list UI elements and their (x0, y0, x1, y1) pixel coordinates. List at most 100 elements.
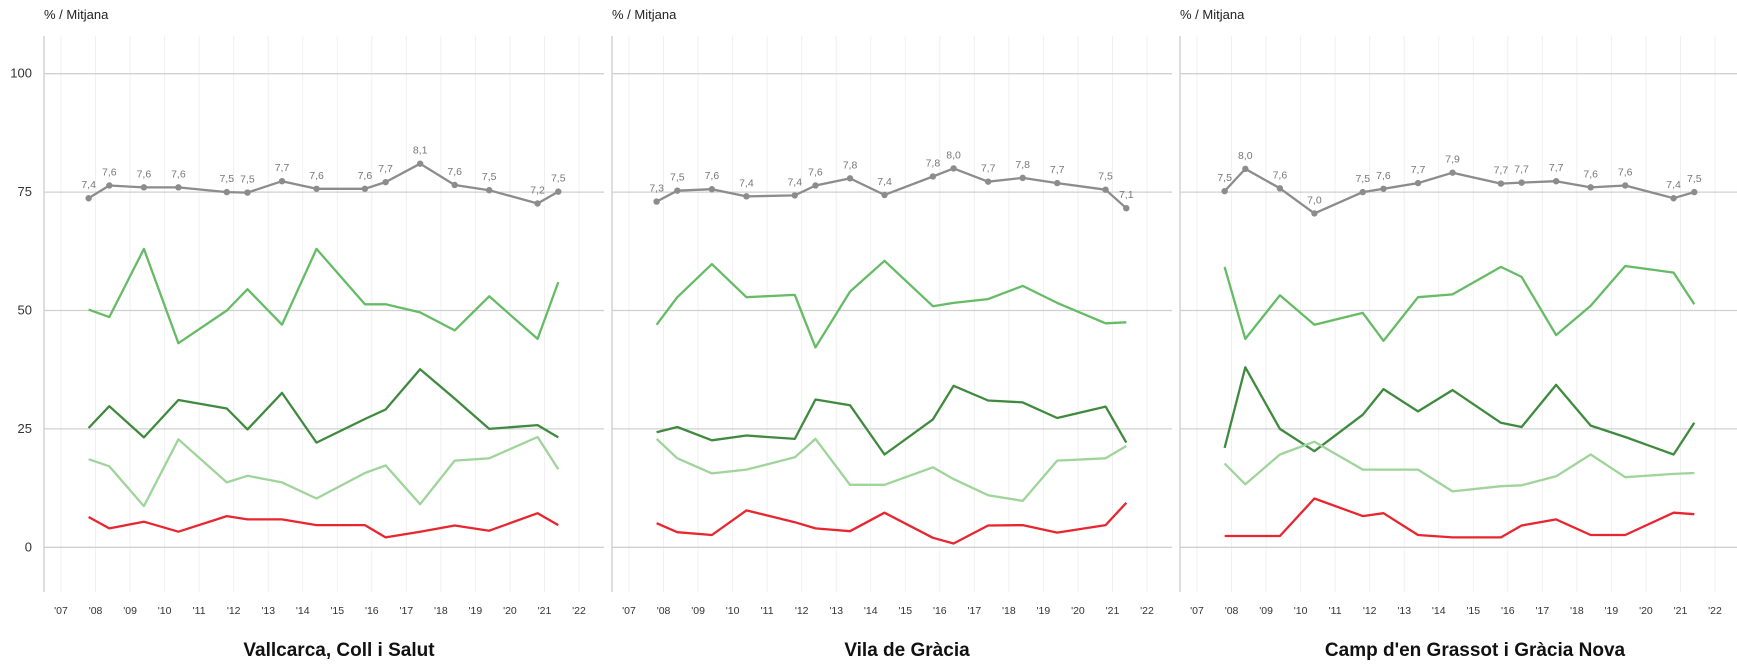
data-label: 7,6 (309, 170, 324, 182)
x-tick-label: '13 (829, 605, 843, 617)
y-axis-title: % / Mitjana (1180, 7, 1245, 22)
data-label: 7,5 (240, 174, 255, 186)
mean-point (416, 160, 424, 167)
y-tick-label: 0 (25, 539, 32, 554)
data-label: 7,8 (1015, 159, 1030, 171)
x-tick-label: '22 (1708, 605, 1722, 617)
mean-point (1242, 165, 1249, 173)
x-tick-label: '11 (761, 605, 774, 617)
series-line-pale_green (655, 437, 1127, 503)
mean-point (85, 195, 92, 202)
x-tick-label: '12 (227, 605, 241, 617)
x-tick-label: '21 (1674, 605, 1688, 617)
x-tick-label: '18 (1002, 605, 1016, 617)
x-tick-label: '08 (1225, 605, 1239, 617)
mean-point (1518, 179, 1525, 186)
mean-point (950, 165, 957, 172)
series-line-dark_green (656, 384, 1128, 456)
mean-point (1587, 184, 1594, 191)
data-label: 7,7 (1549, 162, 1564, 174)
data-label: 7,0 (1307, 194, 1322, 206)
mean-point (1019, 174, 1026, 182)
data-label: 7,5 (551, 173, 566, 185)
mean-point (1622, 182, 1629, 189)
x-tick-label: '10 (158, 605, 172, 617)
data-label: 7,1 (1119, 189, 1134, 201)
data-label: 7,8 (843, 159, 858, 171)
mean-point (106, 182, 113, 189)
data-label: 7,8 (926, 157, 941, 169)
series-line-red (88, 512, 559, 539)
x-tick-label: '15 (898, 605, 912, 617)
data-label: 7,5 (482, 171, 497, 183)
x-tick-label: '09 (691, 605, 705, 617)
x-tick-label: '18 (1570, 605, 1584, 617)
x-tick-label: '19 (1605, 605, 1619, 617)
x-tick-label: '20 (1639, 605, 1653, 617)
data-label: 7,6 (1376, 170, 1391, 182)
mean-point (223, 188, 230, 196)
data-label: 7,5 (219, 173, 234, 185)
data-label: 7,6 (705, 170, 720, 182)
x-tick-label: '22 (572, 605, 586, 617)
mean-point (382, 178, 389, 186)
x-tick-label: '09 (123, 605, 137, 617)
data-label: 7,2 (530, 184, 545, 196)
x-tick-label: '19 (469, 605, 483, 617)
x-tick-label: '11 (193, 605, 206, 617)
data-label: 7,4 (787, 176, 802, 188)
mean-point (1311, 210, 1318, 217)
data-label: 7,6 (1618, 166, 1633, 178)
mean-point (674, 187, 681, 194)
x-tick-label: '17 (399, 605, 413, 617)
mean-point (278, 177, 286, 185)
mean-point (313, 185, 320, 192)
mean-point (846, 175, 854, 182)
x-tick-label: '10 (726, 605, 740, 617)
data-label: 7,7 (1050, 164, 1065, 176)
y-axis-title: % / Mitjana (44, 7, 109, 22)
panel-title: Camp d'en Grassot i Gràcia Nova (1325, 640, 1626, 661)
x-tick-label: '13 (261, 605, 275, 617)
series-line-red (656, 502, 1128, 545)
series-line-light_green (88, 247, 560, 345)
mean-point (1054, 179, 1061, 187)
series-line-pale_green (1223, 440, 1695, 493)
mean-point (486, 186, 493, 194)
data-label: 7,6 (137, 168, 152, 180)
data-label: 7,7 (378, 163, 393, 175)
data-label: 8,0 (1238, 150, 1253, 162)
x-tick-label: '07 (54, 605, 68, 617)
series-line-light_green (1223, 264, 1696, 342)
x-tick-label: '12 (795, 605, 809, 617)
data-label: 7,4 (739, 177, 754, 189)
y-axis-title: % / Mitjana (612, 7, 677, 22)
data-label: 8,1 (413, 145, 428, 157)
x-tick-label: '09 (1259, 605, 1273, 617)
mean-point (1414, 179, 1422, 187)
panel-3: % / Mitjana '07 '08 '09 '10 '11 '12 '13 '14 '15 '1… (1179, 7, 1737, 661)
data-label: 7,5 (1687, 173, 1702, 185)
x-tick-label: '21 (538, 605, 552, 617)
series-line-dark_green (87, 368, 559, 444)
series-line-red (1224, 497, 1695, 539)
mean-point (1102, 186, 1109, 193)
data-label: 7,5 (1355, 173, 1370, 185)
mean-point (1670, 195, 1677, 202)
x-tick-label: '12 (1363, 605, 1377, 617)
panel-title: Vila de Gràcia (844, 640, 970, 661)
x-tick-label: '20 (503, 605, 517, 617)
mean-point (1552, 177, 1560, 185)
mean-point (1123, 204, 1130, 212)
panel-2: % / Mitjana '07 '08 '09 '10 '11 '12 '13 '14 '15 '1… (611, 7, 1172, 661)
mean-point (534, 200, 541, 207)
y-tick-label: 50 (18, 303, 32, 318)
data-label: 7,7 (1514, 164, 1529, 176)
mean-point (1691, 188, 1698, 196)
data-label: 7,6 (102, 166, 117, 178)
y-tick-label: 25 (18, 421, 32, 436)
mean-point (791, 192, 798, 199)
x-tick-label: '17 (967, 605, 981, 617)
mean-point (1449, 169, 1456, 176)
